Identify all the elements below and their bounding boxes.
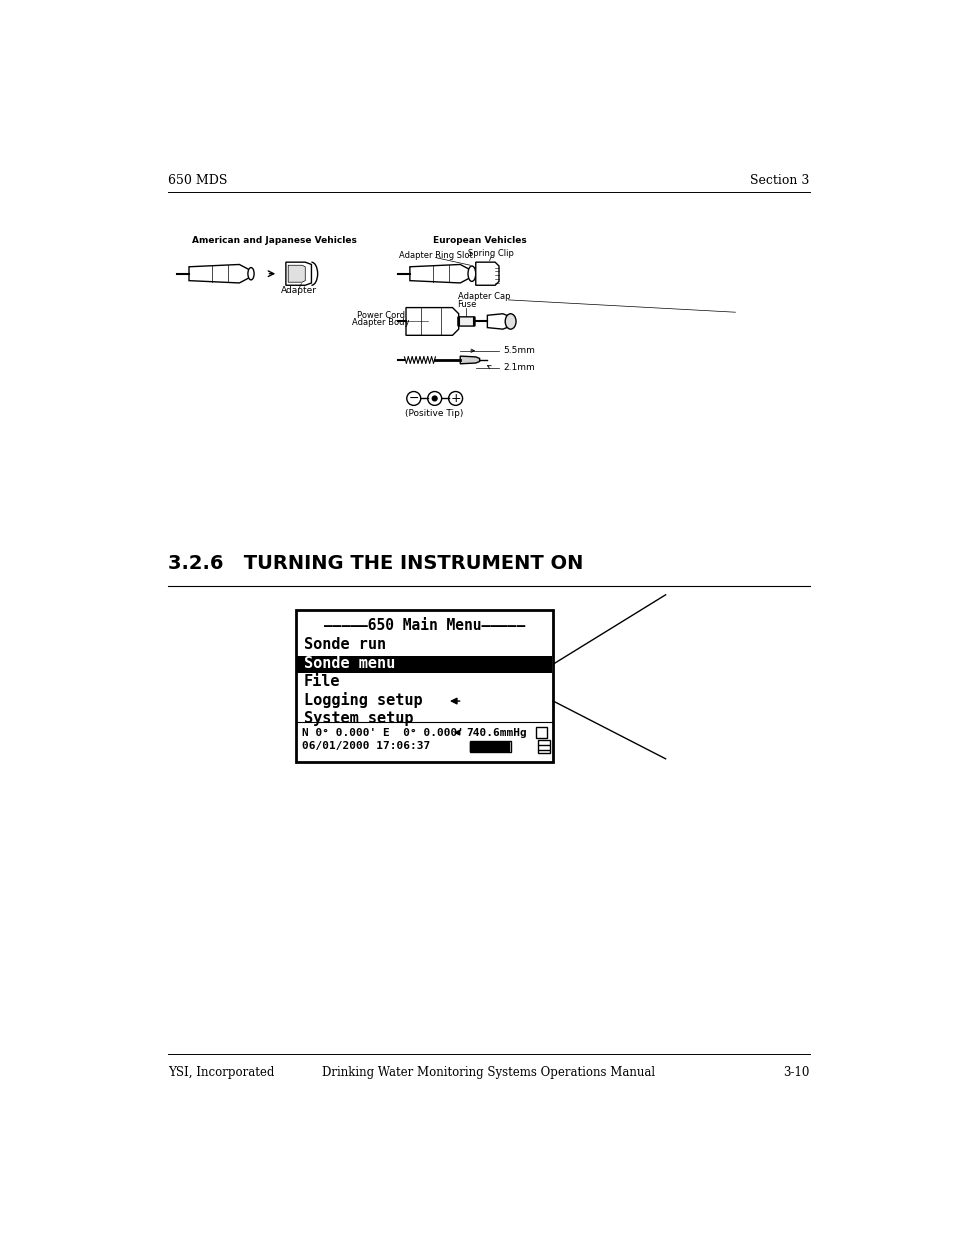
Ellipse shape: [468, 266, 476, 282]
Polygon shape: [189, 264, 251, 283]
Text: File: File: [303, 674, 340, 689]
Polygon shape: [459, 356, 479, 364]
Text: YSI, Incorporated: YSI, Incorporated: [168, 1066, 274, 1078]
Text: 06/01/2000 17:06:37: 06/01/2000 17:06:37: [302, 741, 430, 751]
Bar: [295, 610, 553, 762]
Polygon shape: [487, 314, 510, 330]
Text: Drinking Water Monitoring Systems Operations Manual: Drinking Water Monitoring Systems Operat…: [322, 1066, 655, 1078]
Text: Spring Clip: Spring Clip: [468, 249, 514, 258]
Bar: [536, 727, 546, 739]
Text: 5.5mm: 5.5mm: [502, 346, 535, 356]
Text: Sonde run: Sonde run: [303, 637, 385, 652]
Text: −: −: [408, 391, 418, 405]
Polygon shape: [410, 264, 472, 283]
Bar: [470, 742, 509, 751]
Text: European Vehicles: European Vehicles: [433, 236, 526, 245]
Circle shape: [431, 395, 437, 401]
Text: American and Japanese Vehicles: American and Japanese Vehicles: [192, 236, 356, 245]
Polygon shape: [476, 262, 498, 285]
Text: N 0° 0.000' E  0° 0.000': N 0° 0.000' E 0° 0.000': [302, 727, 464, 737]
Text: Adapter Cap: Adapter Cap: [457, 293, 510, 301]
Text: System setup: System setup: [303, 711, 413, 726]
Text: 3.2.6   TURNING THE INSTRUMENT ON: 3.2.6 TURNING THE INSTRUMENT ON: [168, 555, 583, 573]
Text: Adapter Body: Adapter Body: [352, 319, 410, 327]
Text: Logging setup: Logging setup: [303, 693, 422, 709]
Text: 650 MDS: 650 MDS: [168, 174, 227, 186]
Text: —————650 Main Menu—————: —————650 Main Menu—————: [324, 618, 525, 634]
Circle shape: [427, 391, 441, 405]
Ellipse shape: [248, 268, 253, 280]
Text: (Positive Tip): (Positive Tip): [405, 409, 463, 419]
Polygon shape: [288, 266, 305, 282]
Ellipse shape: [505, 314, 516, 330]
Text: 740.6mmHg: 740.6mmHg: [466, 727, 527, 737]
Text: 2.1mm: 2.1mm: [502, 363, 534, 372]
Text: 3-10: 3-10: [782, 1066, 809, 1078]
Text: +: +: [450, 391, 460, 405]
Text: Adapter: Adapter: [281, 287, 316, 295]
Text: Power Cord: Power Cord: [356, 311, 405, 320]
Text: Fuse: Fuse: [456, 300, 476, 309]
Text: Adapter Ring Slot: Adapter Ring Slot: [398, 251, 472, 259]
Text: Sonde menu: Sonde menu: [303, 656, 395, 671]
Text: Section 3: Section 3: [750, 174, 809, 186]
Bar: [297, 656, 551, 673]
Bar: [537, 740, 550, 752]
Polygon shape: [286, 262, 311, 285]
Polygon shape: [406, 308, 458, 336]
FancyBboxPatch shape: [457, 317, 475, 326]
Bar: [470, 741, 510, 752]
